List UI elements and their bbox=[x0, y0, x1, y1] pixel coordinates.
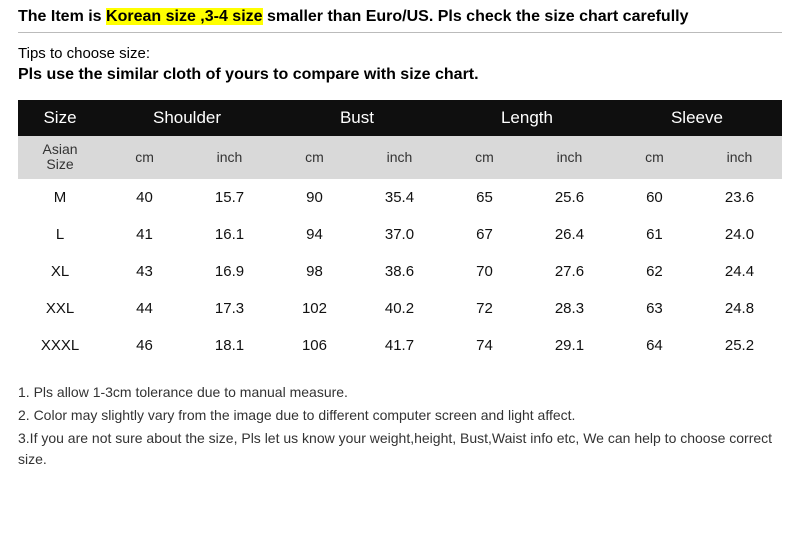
cell-bust-in: 40.2 bbox=[357, 290, 442, 327]
cell-length-cm: 67 bbox=[442, 216, 527, 253]
size-chart-table: Size Shoulder Bust Length Sleeve AsianSi… bbox=[18, 100, 782, 364]
cell-size: L bbox=[18, 216, 102, 253]
cell-sleeve-cm: 60 bbox=[612, 179, 697, 216]
cell-shoulder-in: 18.1 bbox=[187, 327, 272, 364]
cell-length-in: 25.6 bbox=[527, 179, 612, 216]
note-2: 2. Color may slightly vary from the imag… bbox=[18, 405, 782, 426]
cell-length-in: 29.1 bbox=[527, 327, 612, 364]
divider bbox=[18, 32, 782, 33]
cell-shoulder-cm: 40 bbox=[102, 179, 187, 216]
headline: The Item is Korean size ,3-4 size smalle… bbox=[18, 8, 782, 26]
cell-length-cm: 70 bbox=[442, 253, 527, 290]
table-row: XL4316.99838.67027.66224.4 bbox=[18, 253, 782, 290]
note-3: 3.If you are not sure about the size, Pl… bbox=[18, 428, 782, 470]
cell-length-in: 28.3 bbox=[527, 290, 612, 327]
cell-sleeve-in: 25.2 bbox=[697, 327, 782, 364]
cell-length-in: 26.4 bbox=[527, 216, 612, 253]
table-row: XXL4417.310240.27228.36324.8 bbox=[18, 290, 782, 327]
cell-sleeve-in: 24.4 bbox=[697, 253, 782, 290]
sub-cm: cm bbox=[612, 136, 697, 179]
col-length: Length bbox=[442, 100, 612, 136]
cell-sleeve-cm: 62 bbox=[612, 253, 697, 290]
note-1: 1. Pls allow 1-3cm tolerance due to manu… bbox=[18, 382, 782, 403]
sub-inch: inch bbox=[357, 136, 442, 179]
col-bust: Bust bbox=[272, 100, 442, 136]
cell-bust-in: 37.0 bbox=[357, 216, 442, 253]
table-header-row: Size Shoulder Bust Length Sleeve bbox=[18, 100, 782, 136]
table-row: M4015.79035.46525.66023.6 bbox=[18, 179, 782, 216]
cell-sleeve-in: 24.0 bbox=[697, 216, 782, 253]
cell-sleeve-in: 23.6 bbox=[697, 179, 782, 216]
cell-size: XXXL bbox=[18, 327, 102, 364]
cell-bust-in: 41.7 bbox=[357, 327, 442, 364]
cell-shoulder-in: 16.9 bbox=[187, 253, 272, 290]
cell-sleeve-in: 24.8 bbox=[697, 290, 782, 327]
table-row: XXXL4618.110641.77429.16425.2 bbox=[18, 327, 782, 364]
sub-asian-size: AsianSize bbox=[18, 136, 102, 179]
sub-inch: inch bbox=[187, 136, 272, 179]
cell-bust-in: 35.4 bbox=[357, 179, 442, 216]
cell-shoulder-cm: 43 bbox=[102, 253, 187, 290]
headline-suffix: smaller than Euro/US. Pls check the size… bbox=[263, 8, 689, 25]
cell-bust-cm: 90 bbox=[272, 179, 357, 216]
cell-sleeve-cm: 61 bbox=[612, 216, 697, 253]
cell-length-cm: 72 bbox=[442, 290, 527, 327]
headline-highlight: Korean size ,3-4 size bbox=[106, 8, 263, 25]
cell-bust-cm: 106 bbox=[272, 327, 357, 364]
cell-shoulder-cm: 44 bbox=[102, 290, 187, 327]
cell-shoulder-cm: 41 bbox=[102, 216, 187, 253]
col-shoulder: Shoulder bbox=[102, 100, 272, 136]
col-size: Size bbox=[18, 100, 102, 136]
cell-bust-cm: 94 bbox=[272, 216, 357, 253]
table-subheader-row: AsianSize cm inch cm inch cm inch cm inc… bbox=[18, 136, 782, 179]
sub-inch: inch bbox=[697, 136, 782, 179]
cell-sleeve-cm: 64 bbox=[612, 327, 697, 364]
cell-bust-in: 38.6 bbox=[357, 253, 442, 290]
cell-shoulder-cm: 46 bbox=[102, 327, 187, 364]
cell-size: XL bbox=[18, 253, 102, 290]
tips-label: Tips to choose size: bbox=[18, 45, 782, 62]
sub-cm: cm bbox=[102, 136, 187, 179]
cell-shoulder-in: 17.3 bbox=[187, 290, 272, 327]
tips-text: Pls use the similar cloth of yours to co… bbox=[18, 66, 782, 84]
cell-bust-cm: 98 bbox=[272, 253, 357, 290]
cell-length-cm: 65 bbox=[442, 179, 527, 216]
cell-shoulder-in: 16.1 bbox=[187, 216, 272, 253]
cell-length-in: 27.6 bbox=[527, 253, 612, 290]
cell-shoulder-in: 15.7 bbox=[187, 179, 272, 216]
notes: 1. Pls allow 1-3cm tolerance due to manu… bbox=[18, 382, 782, 470]
sub-cm: cm bbox=[272, 136, 357, 179]
sub-inch: inch bbox=[527, 136, 612, 179]
cell-size: M bbox=[18, 179, 102, 216]
cell-bust-cm: 102 bbox=[272, 290, 357, 327]
cell-length-cm: 74 bbox=[442, 327, 527, 364]
sub-cm: cm bbox=[442, 136, 527, 179]
cell-size: XXL bbox=[18, 290, 102, 327]
col-sleeve: Sleeve bbox=[612, 100, 782, 136]
cell-sleeve-cm: 63 bbox=[612, 290, 697, 327]
headline-prefix: The Item is bbox=[18, 8, 106, 25]
table-row: L4116.19437.06726.46124.0 bbox=[18, 216, 782, 253]
